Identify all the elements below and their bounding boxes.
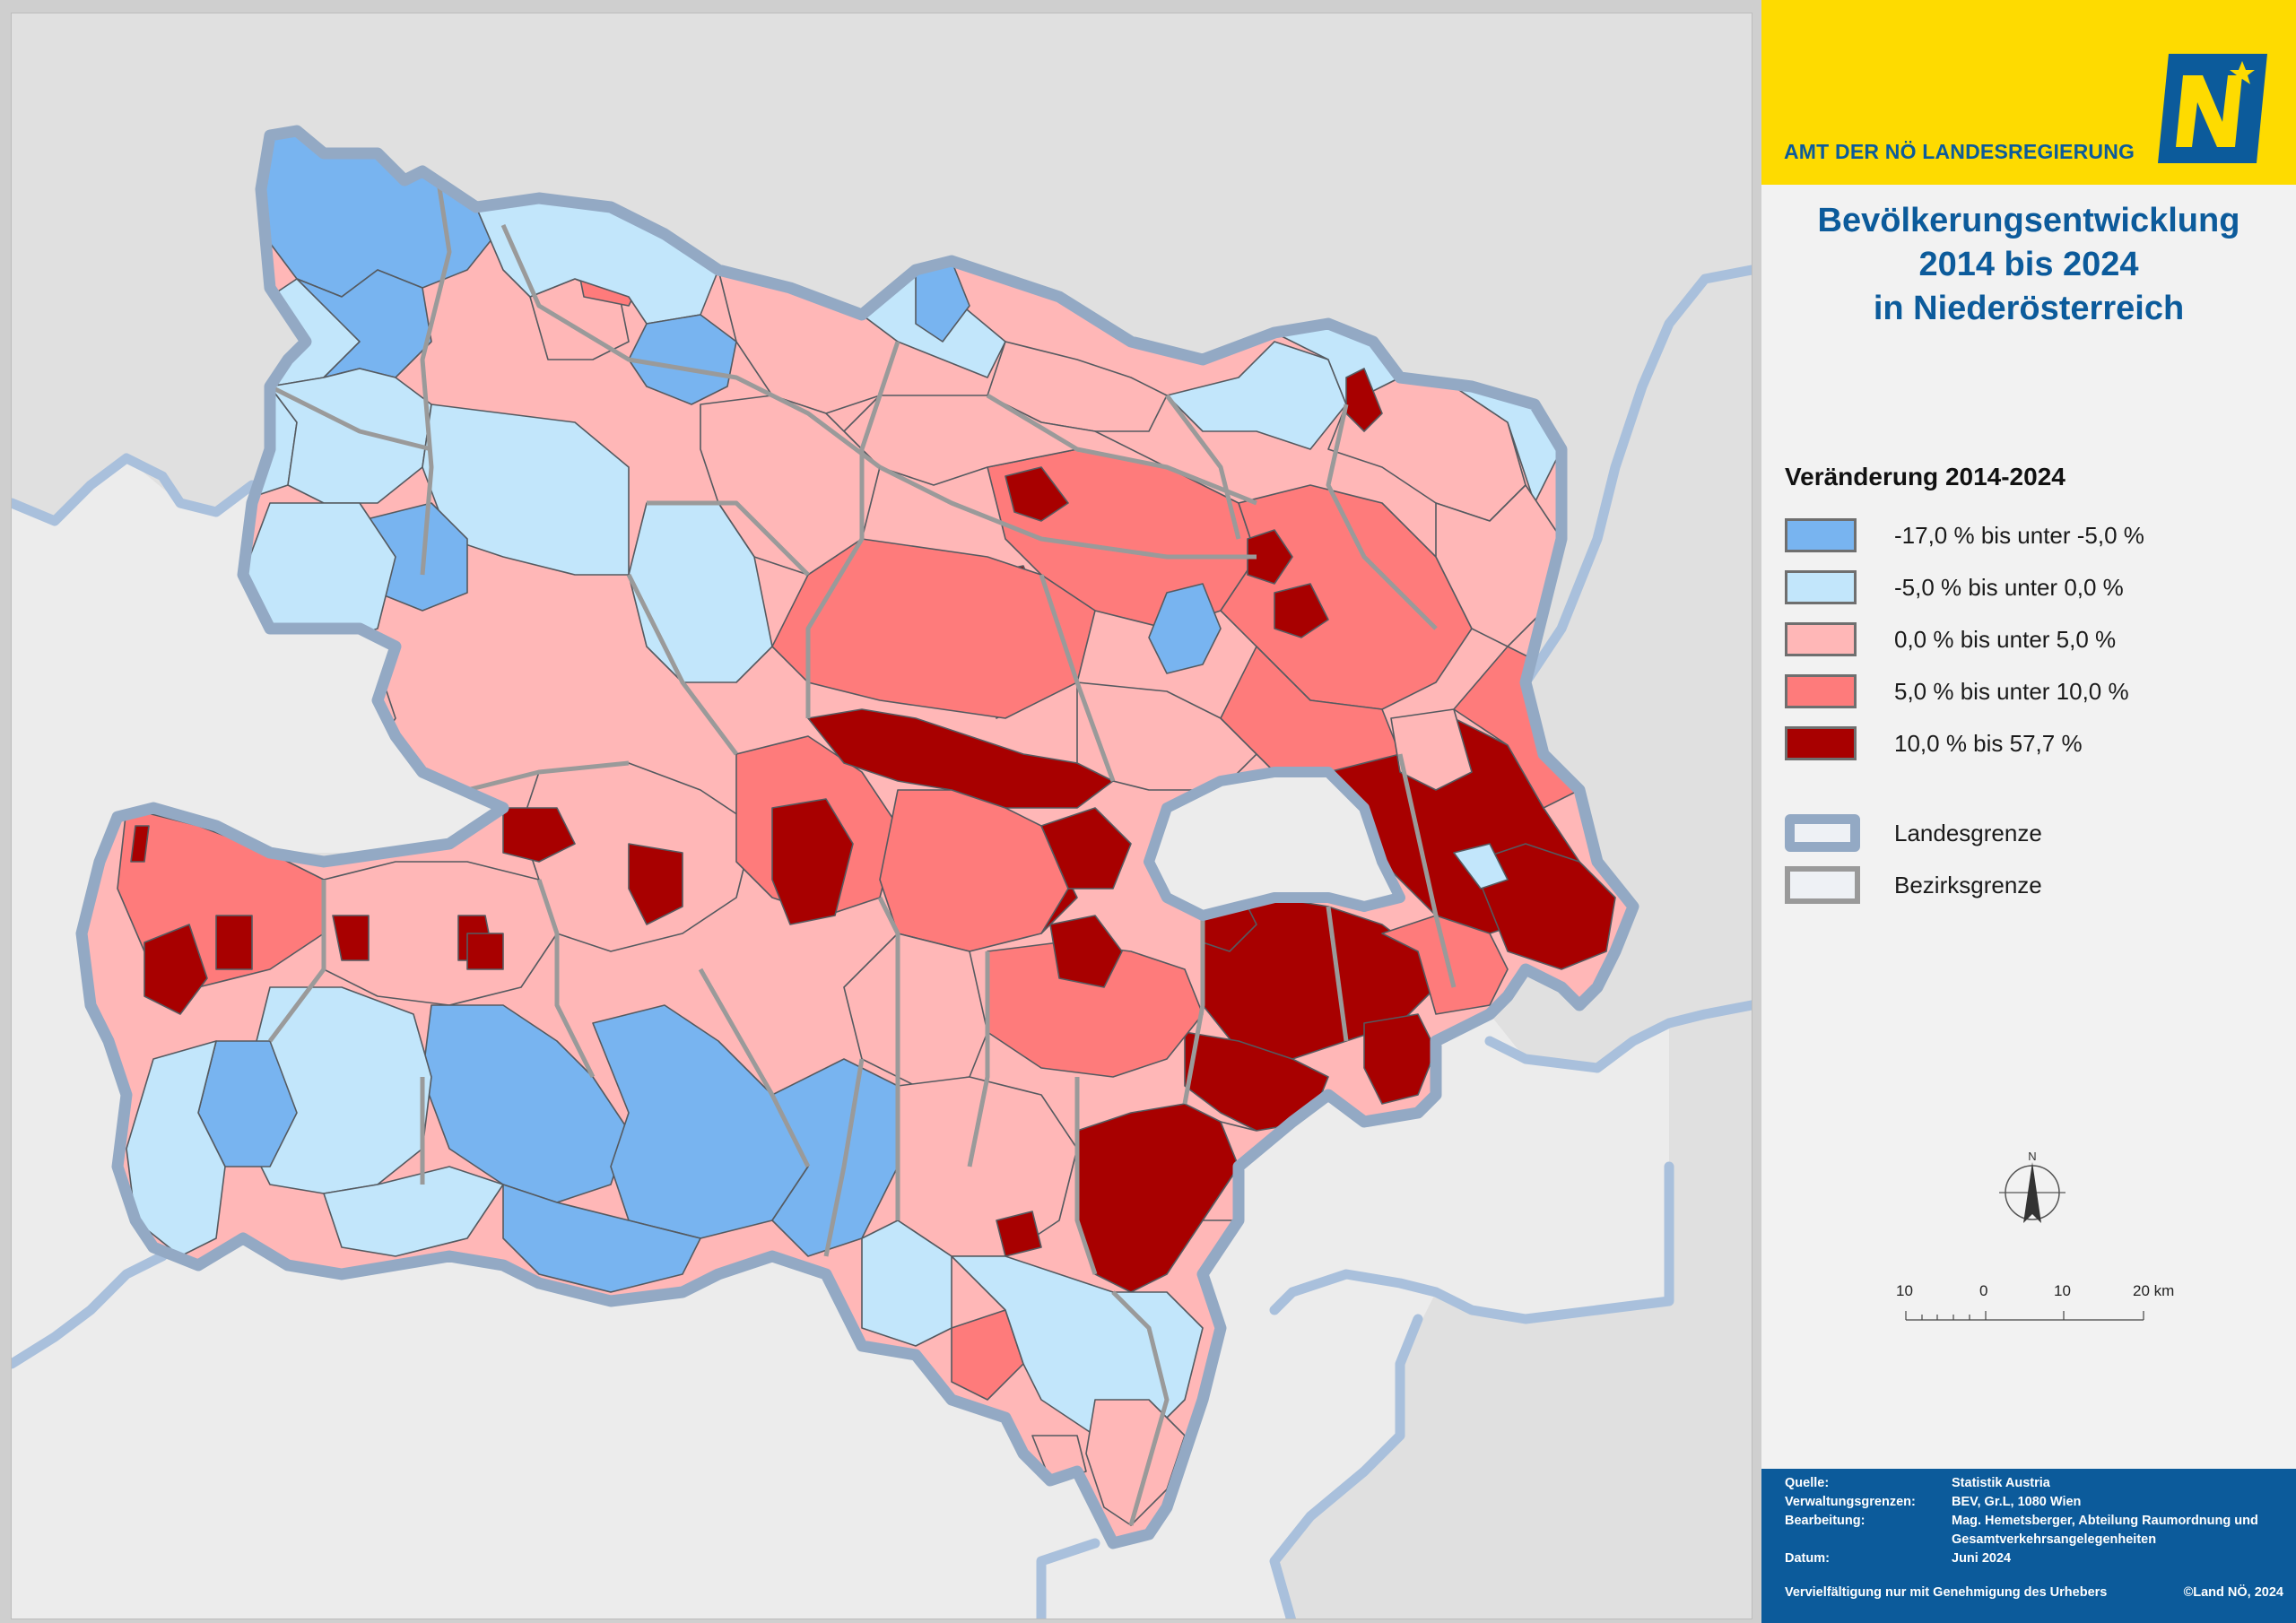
legend-label: Landesgrenze [1894,820,2042,846]
municipality-region[interactable] [1363,1013,1437,1105]
scale-label: 10 [1896,1282,1913,1299]
north-label: N [2028,1150,2036,1163]
municipality-region[interactable] [1381,915,1509,1015]
legend-label: Bezirksgrenze [1894,872,2042,898]
municipality-region[interactable] [1148,583,1222,674]
legend-label: 10,0 % bis 57,7 % [1894,730,2083,757]
municipality-region[interactable] [1220,484,1473,710]
scale-unit: km [2153,1282,2175,1299]
municipality-region[interactable] [771,798,854,925]
legend-swatch [1785,726,1857,760]
municipality-region[interactable] [130,825,150,863]
organization-name: AMT DER NÖ LANDESREGIERUNG [1784,140,2135,163]
state-border-swatch [1785,814,1860,852]
footer-value: Statistik Austria [1952,1476,2050,1490]
austria-neighbor-area [12,458,1669,1619]
municipalities [82,131,1633,1543]
municipality-region[interactable] [628,314,737,405]
footer-key: Bearbeitung: [1785,1514,1866,1528]
municipality-region[interactable] [951,1309,1024,1401]
footer-key: Verwaltungsgrenzen: [1785,1495,1916,1509]
municipality-region[interactable] [215,915,253,970]
municipality-region[interactable] [996,1211,1042,1257]
choropleth-map[interactable] [12,13,1752,1619]
municipality-region[interactable] [422,404,630,576]
legend-title: Veränderung 2014-2024 [1785,463,2066,490]
municipality-region[interactable] [951,1255,1204,1436]
legend-swatch [1785,570,1857,604]
district-border-swatch [1785,866,1860,904]
legend-swatch [1785,674,1857,708]
legend-label: -17,0 % bis unter -5,0 % [1894,522,2144,549]
brand-header: AMT DER NÖ LANDESREGIERUNG [1761,0,2296,185]
credits-footer: Quelle: Statistik Austria Verwaltungsgre… [1761,1469,2296,1623]
scale-ticks [1905,1311,2144,1321]
municipality-region[interactable] [1453,843,1509,890]
municipality-region[interactable] [466,933,504,970]
map-title: Bevölkerungsentwicklung 2014 bis 2024 in… [1761,199,2296,331]
municipality-region[interactable] [1247,529,1293,585]
title-line-3: in Niederösterreich [1873,290,2185,327]
municipality-region[interactable] [1049,915,1123,988]
reproduction-notice: Vervielfältigung nur mit Genehmigung des… [1785,1585,2108,1600]
legend-swatch [1785,518,1857,552]
footer-value: Gesamtverkehrsangelegenheiten [1952,1532,2157,1547]
footer-value: Juni 2024 [1952,1551,2012,1566]
municipality-region[interactable] [502,1184,701,1293]
footer-value: BEV, Gr.L, 1080 Wien [1952,1495,2082,1509]
municipality-region[interactable] [1471,843,1616,970]
title-line-2: 2014 bis 2024 [1918,246,2139,283]
scale-label: 20 km [2133,1282,2174,1300]
north-arrow-icon: N [1999,1150,2066,1223]
legend-label: 5,0 % bis unter 10,0 % [1894,678,2129,705]
footer-key: Datum: [1785,1551,1830,1566]
scale-label-20: 20 [2133,1282,2150,1299]
municipality-region[interactable] [1390,708,1473,791]
municipality-region[interactable] [323,1166,504,1257]
municipality-region[interactable] [126,1040,226,1257]
state-border [75,125,1639,1549]
municipality-region[interactable] [1004,466,1069,522]
map-panel [11,13,1752,1619]
municipality-region[interactable] [628,502,773,683]
noe-logo-icon [2158,54,2267,163]
legend-swatch [1785,622,1857,656]
scale-label: 10 [2054,1282,2071,1299]
legend-label: 0,0 % bis unter 5,0 % [1894,626,2117,653]
district-borders [215,135,1457,1526]
legend-sidebar: AMT DER NÖ LANDESREGIERUNG Bevölkerungse… [1761,0,2296,1623]
municipality-region[interactable] [144,924,208,1015]
title-line-1: Bevölkerungsentwicklung [1817,202,2240,239]
legend-label: -5,0 % bis unter 0,0 % [1894,574,2124,601]
copyright: ©Land NÖ, 2024 [2183,1585,2283,1600]
municipality-region[interactable] [771,538,1096,719]
footer-value: Mag. Hemetsberger, Abteilung Raumordnung… [1952,1514,2258,1528]
municipality-region[interactable] [332,915,370,961]
municipality-region[interactable] [879,789,1069,952]
footer-key: Quelle: [1785,1476,1830,1490]
municipality-region[interactable] [628,843,683,925]
municipality-region[interactable] [502,807,576,863]
vienna-area [1144,767,1405,921]
municipality-region[interactable] [1274,583,1329,638]
municipality-region[interactable] [422,1004,630,1203]
municipality-region[interactable] [296,269,432,378]
scale-label: 0 [1979,1282,1988,1299]
